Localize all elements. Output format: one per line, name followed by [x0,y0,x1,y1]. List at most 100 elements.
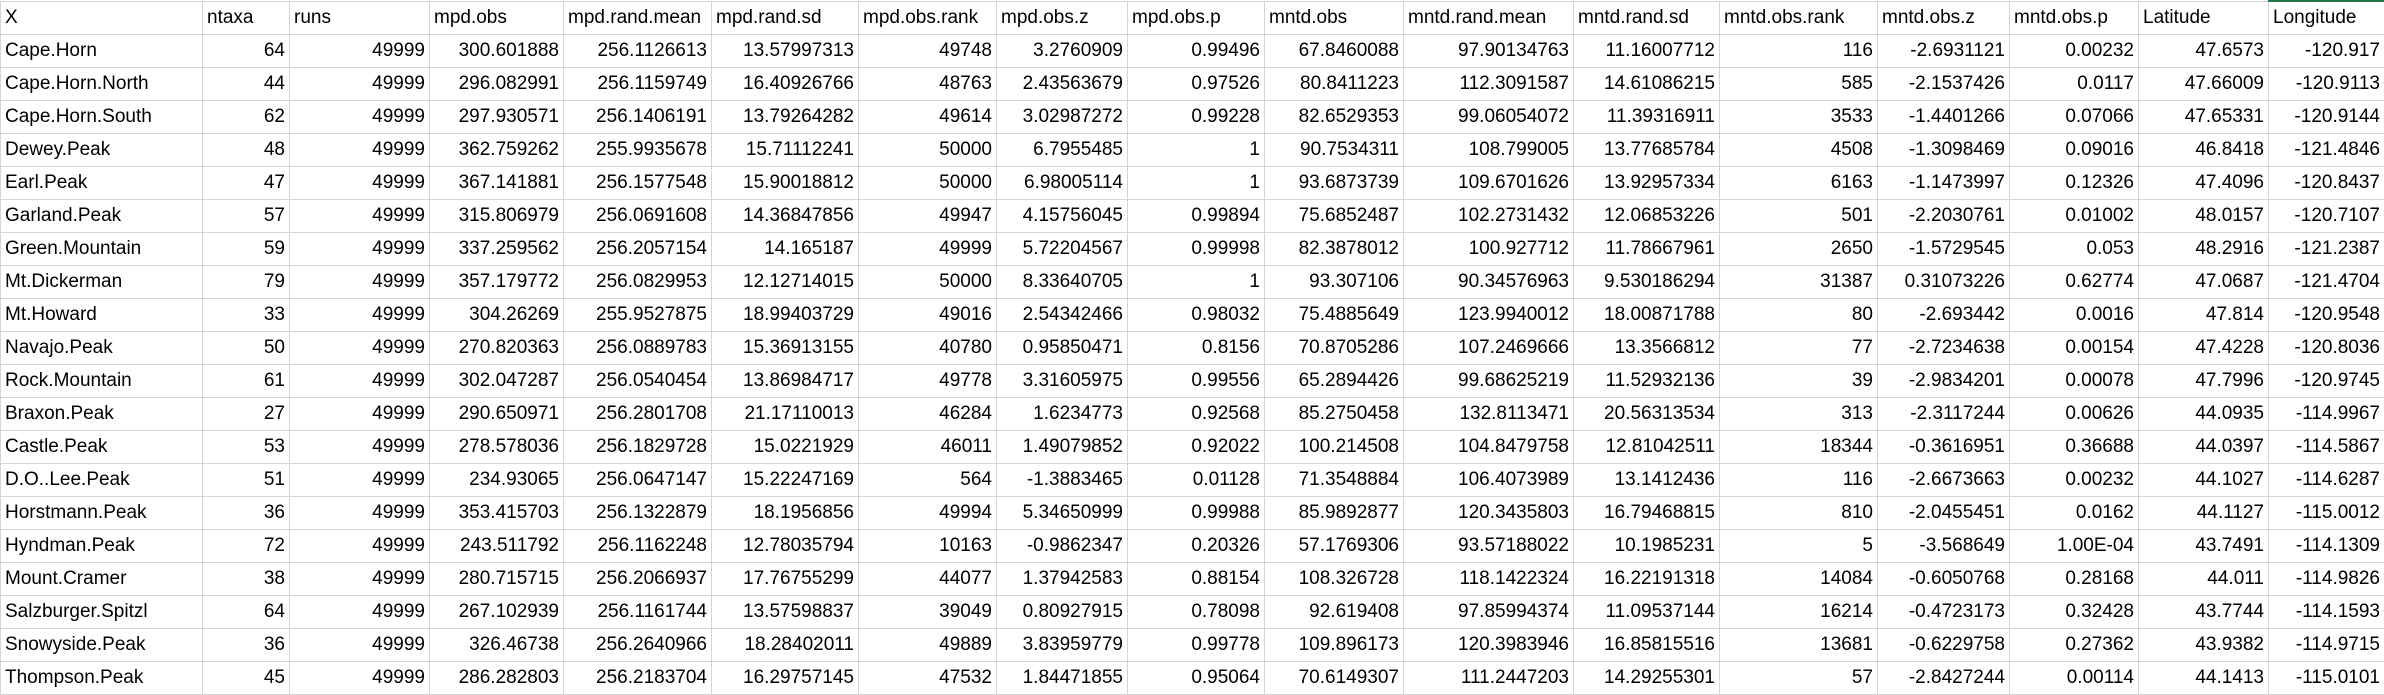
table-cell[interactable]: 0.88154 [1128,563,1265,596]
table-cell[interactable]: 64 [203,35,290,68]
table-cell[interactable]: 14.29255301 [1574,662,1720,695]
column-header-cell[interactable]: mpd.rand.mean [564,1,712,35]
table-cell[interactable]: 49999 [290,629,430,662]
table-cell[interactable]: 43.7491 [2139,530,2269,563]
table-cell[interactable]: 93.6873739 [1265,167,1404,200]
table-cell[interactable]: 59 [203,233,290,266]
table-cell[interactable]: -2.8427244 [1878,662,2010,695]
table-cell[interactable]: 49947 [859,200,997,233]
table-cell[interactable]: 13681 [1720,629,1878,662]
table-cell[interactable]: 585 [1720,68,1878,101]
table-cell[interactable]: 304.26269 [430,299,564,332]
table-cell[interactable]: 256.1126613 [564,35,712,68]
table-cell[interactable]: -0.9862347 [997,530,1128,563]
table-cell[interactable]: 57 [1720,662,1878,695]
table-cell[interactable]: 256.0691608 [564,200,712,233]
table-cell[interactable]: 0.99228 [1128,101,1265,134]
table-cell[interactable]: 6.98005114 [997,167,1128,200]
table-cell[interactable]: 2.54342466 [997,299,1128,332]
table-cell[interactable]: -3.568649 [1878,530,2010,563]
table-cell[interactable]: 256.0647147 [564,464,712,497]
table-cell[interactable]: Green.Mountain [1,233,203,266]
table-cell[interactable]: 70.6149307 [1265,662,1404,695]
table-cell[interactable]: 1.00E-04 [2010,530,2139,563]
table-cell[interactable]: 302.047287 [430,365,564,398]
table-cell[interactable]: 337.259562 [430,233,564,266]
table-cell[interactable]: 313 [1720,398,1878,431]
table-cell[interactable]: 46.8418 [2139,134,2269,167]
table-cell[interactable]: -2.6673663 [1878,464,2010,497]
table-cell[interactable]: 97.85994374 [1404,596,1574,629]
table-cell[interactable]: 38 [203,563,290,596]
table-cell[interactable]: 62 [203,101,290,134]
table-cell[interactable]: -2.0455451 [1878,497,2010,530]
table-cell[interactable]: 0.95850471 [997,332,1128,365]
table-cell[interactable]: 14.61086215 [1574,68,1720,101]
table-cell[interactable]: 71.3548884 [1265,464,1404,497]
table-cell[interactable]: 99.68625219 [1404,365,1574,398]
table-cell[interactable]: Rock.Mountain [1,365,203,398]
table-cell[interactable]: 255.9527875 [564,299,712,332]
table-cell[interactable]: 50 [203,332,290,365]
table-cell[interactable]: 4508 [1720,134,1878,167]
table-cell[interactable]: 0.99988 [1128,497,1265,530]
table-cell[interactable]: -1.3098469 [1878,134,2010,167]
table-cell[interactable]: 12.78035794 [712,530,859,563]
table-cell[interactable]: 49778 [859,365,997,398]
table-cell[interactable]: 0.99894 [1128,200,1265,233]
table-cell[interactable]: 2.43563679 [997,68,1128,101]
table-cell[interactable]: 44.1027 [2139,464,2269,497]
table-cell[interactable]: -115.0012 [2269,497,2384,530]
table-cell[interactable]: 48 [203,134,290,167]
table-cell[interactable]: 85.2750458 [1265,398,1404,431]
table-cell[interactable]: 300.601888 [430,35,564,68]
table-cell[interactable]: 102.2731432 [1404,200,1574,233]
table-cell[interactable]: 286.282803 [430,662,564,695]
table-cell[interactable]: 3533 [1720,101,1878,134]
table-cell[interactable]: 0.99998 [1128,233,1265,266]
table-cell[interactable]: -114.6287 [2269,464,2384,497]
table-cell[interactable]: 0.36688 [2010,431,2139,464]
table-cell[interactable]: 47.4228 [2139,332,2269,365]
table-cell[interactable]: 49999 [290,332,430,365]
table-cell[interactable]: 0.00232 [2010,35,2139,68]
table-cell[interactable]: 267.102939 [430,596,564,629]
table-cell[interactable]: 57 [203,200,290,233]
table-cell[interactable]: -2.6931121 [1878,35,2010,68]
table-cell[interactable]: 280.715715 [430,563,564,596]
table-cell[interactable]: -1.1473997 [1878,167,2010,200]
table-cell[interactable]: 0.01128 [1128,464,1265,497]
table-cell[interactable]: 0.31073226 [1878,266,2010,299]
table-cell[interactable]: 256.0889783 [564,332,712,365]
table-cell[interactable]: -120.9144 [2269,101,2384,134]
table-cell[interactable]: 107.2469666 [1404,332,1574,365]
table-cell[interactable]: -2.7234638 [1878,332,2010,365]
table-cell[interactable]: 61 [203,365,290,398]
table-cell[interactable]: 13.92957334 [1574,167,1720,200]
table-cell[interactable]: 256.1406191 [564,101,712,134]
table-cell[interactable]: -0.4723173 [1878,596,2010,629]
table-cell[interactable]: 8.33640705 [997,266,1128,299]
table-cell[interactable]: 36 [203,497,290,530]
table-cell[interactable]: 36 [203,629,290,662]
table-cell[interactable]: -1.4401266 [1878,101,2010,134]
table-cell[interactable]: 14.36847856 [712,200,859,233]
table-cell[interactable]: 0.27362 [2010,629,2139,662]
table-cell[interactable]: 11.52932136 [1574,365,1720,398]
table-cell[interactable]: 120.3983946 [1404,629,1574,662]
table-cell[interactable]: 10163 [859,530,997,563]
table-cell[interactable]: 43.9382 [2139,629,2269,662]
table-cell[interactable]: -114.9967 [2269,398,2384,431]
table-cell[interactable]: 80 [1720,299,1878,332]
table-cell[interactable]: 13.1412436 [1574,464,1720,497]
table-cell[interactable]: 39049 [859,596,997,629]
table-cell[interactable]: 13.3566812 [1574,332,1720,365]
table-cell[interactable]: 100.927712 [1404,233,1574,266]
table-cell[interactable]: Braxon.Peak [1,398,203,431]
table-cell[interactable]: 1.84471855 [997,662,1128,695]
table-cell[interactable]: 67.8460088 [1265,35,1404,68]
table-cell[interactable]: 104.8479758 [1404,431,1574,464]
table-cell[interactable]: 297.930571 [430,101,564,134]
table-cell[interactable]: 47.0687 [2139,266,2269,299]
table-cell[interactable]: -120.9745 [2269,365,2384,398]
